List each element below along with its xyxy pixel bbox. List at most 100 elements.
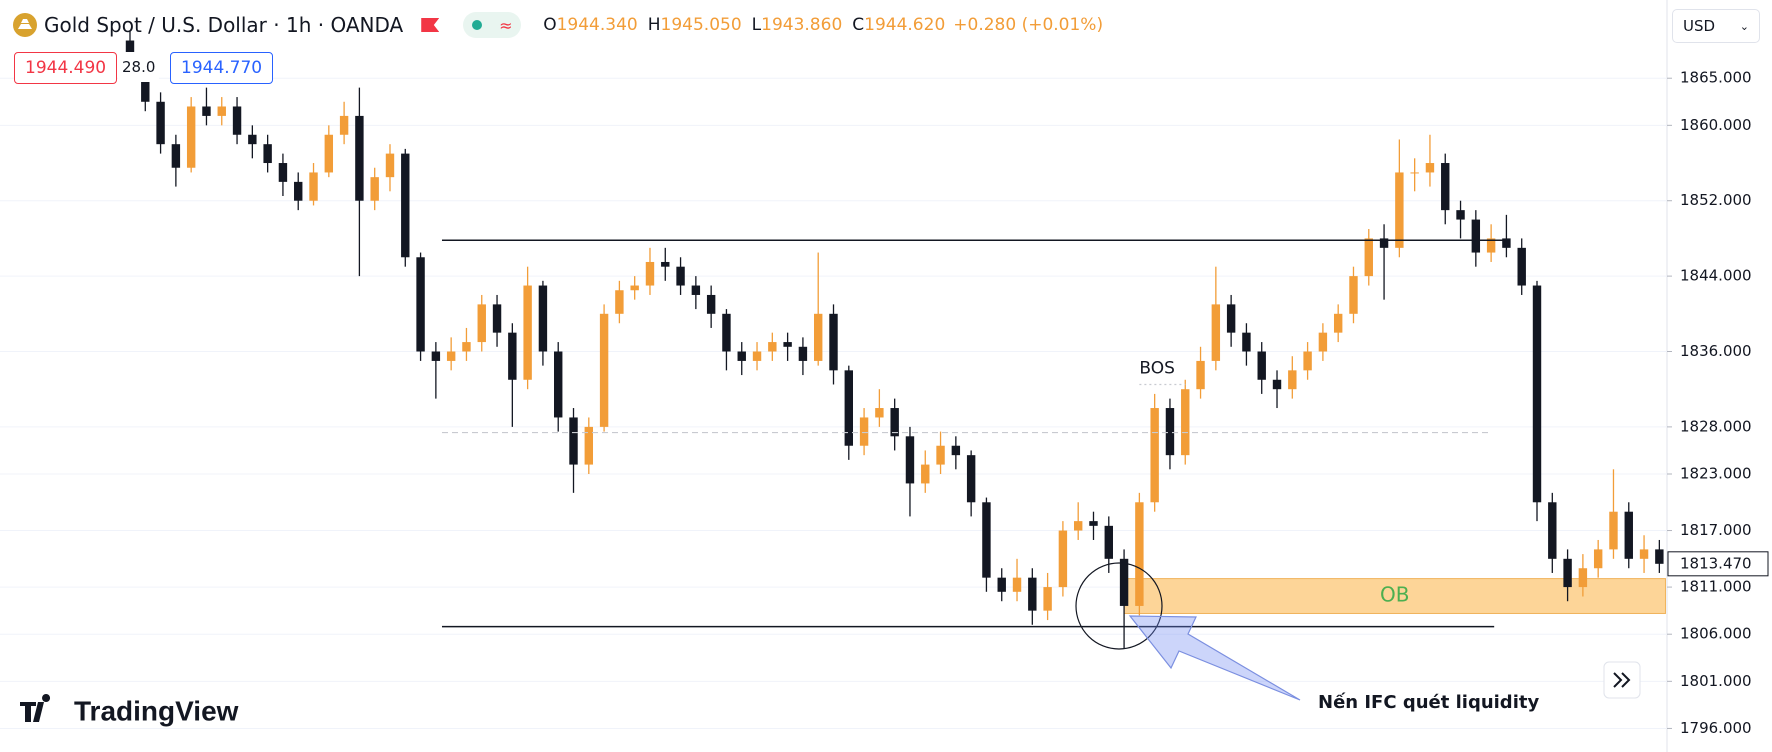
currency-select[interactable]: USD ⌄ [1672, 9, 1760, 43]
candle-body [661, 261, 670, 267]
ask[interactable]: 1944.770 [170, 52, 274, 84]
y-tick-label: 1836.000 [1680, 342, 1752, 360]
candle-body [232, 106, 242, 135]
y-tick-label: 1806.000 [1680, 625, 1752, 643]
symbol-title: Gold Spot / U.S. Dollar · 1h · OANDA [44, 13, 404, 37]
candle-body [355, 115, 364, 201]
candle-body [1028, 577, 1037, 611]
candle-body [171, 144, 181, 168]
candle-body [798, 346, 808, 361]
candle-body [706, 294, 716, 314]
candle-body [1624, 511, 1633, 559]
y-tick-label: 1860.000 [1680, 116, 1752, 134]
candle-body [1119, 558, 1129, 606]
branding: TradingView [20, 694, 239, 726]
candle-body [1150, 408, 1159, 503]
candle-body [1181, 389, 1190, 456]
candle-body [1318, 332, 1328, 352]
bid[interactable]: 1944.490 [14, 52, 118, 84]
candle-body [554, 351, 563, 418]
candle-body [1242, 332, 1251, 352]
candle-body [263, 144, 272, 164]
candle-body [997, 577, 1006, 592]
ohlc-item: O1944.340 [543, 15, 638, 35]
candle-body [431, 351, 441, 361]
candle-body [676, 266, 685, 286]
candle-body [982, 502, 991, 578]
candle-body [1257, 351, 1266, 380]
status-pill: ≈ [463, 12, 522, 38]
candle-body [1410, 172, 1419, 174]
candle-body [1349, 276, 1358, 314]
candle-body [339, 115, 349, 135]
currency: USD [1683, 17, 1716, 35]
candle-body [630, 285, 639, 291]
candle-body [905, 436, 915, 484]
ohlc-item: L1943.860 [752, 15, 843, 35]
candle-body [951, 445, 961, 456]
ohlc-label: O [543, 15, 557, 35]
last-price-label: 1813.470 [1680, 554, 1752, 572]
candle-body [1135, 502, 1144, 606]
arrow [1128, 615, 1301, 701]
candle-body [814, 313, 823, 361]
candle-body [1379, 238, 1389, 248]
candle-body [1578, 568, 1588, 588]
candle-body [584, 426, 594, 465]
candle-body [1441, 163, 1450, 211]
last-price-box [1667, 551, 1769, 577]
price-axis: 1865.000 1860.000 1852.000 1844.000 1836.000… [1667, 69, 1769, 737]
candle-body [1333, 313, 1343, 333]
grid [0, 77, 1667, 729]
candle-body [1043, 587, 1052, 611]
candle-body [370, 177, 379, 201]
candle-body [324, 134, 334, 173]
candle-body [1532, 285, 1542, 503]
ohlc-label: C [852, 15, 865, 35]
candle-body [416, 257, 425, 352]
candle-body [508, 332, 517, 380]
candle-body [645, 261, 655, 286]
candle-body [294, 181, 303, 201]
ohlc-label: H [647, 15, 661, 35]
candle-body [1502, 238, 1511, 248]
candle-body [1089, 521, 1098, 526]
candle-body [1104, 525, 1113, 559]
y-tick-label: 1817.000 [1680, 521, 1752, 539]
y-tick-label: 1852.000 [1680, 191, 1752, 209]
candle-body [829, 313, 838, 371]
candle-body [1639, 549, 1649, 559]
change: +0.280 (+0.01%) [953, 15, 1104, 35]
candle-body [691, 285, 701, 295]
candle-body [1165, 408, 1175, 456]
header: Gold Spot / U.S. Dollar · 1h · OANDA ≈ O… [12, 10, 1103, 40]
ohlc-label: L [751, 15, 762, 35]
candle-body [141, 68, 150, 102]
spread: 28.0 [118, 52, 160, 82]
candle-body [569, 417, 578, 465]
candle-body [1395, 172, 1404, 248]
candle-body [202, 106, 211, 116]
flag[interactable] [421, 18, 440, 32]
plot: OB BOS [125, 31, 1666, 649]
candle-body [385, 153, 395, 178]
logo-text: TradingView [74, 695, 239, 726]
candle-body [1548, 502, 1557, 559]
candle-body [875, 408, 884, 418]
candle-body [1058, 530, 1068, 588]
candle-body [1655, 549, 1664, 564]
candle-body [1609, 511, 1618, 550]
y-tick-label: 1796.000 [1680, 719, 1752, 737]
candle-body [1272, 379, 1282, 390]
candle-body [890, 408, 899, 437]
ohlc: O1944.340 H1945.050 L1943.860 C1944.620 [543, 15, 945, 35]
candle-body [752, 351, 762, 361]
candle-body [1563, 558, 1572, 588]
candle-body [599, 313, 609, 427]
candle-body [1211, 304, 1221, 361]
candle-body [936, 445, 945, 465]
y-tick-label: 1823.000 [1680, 465, 1752, 483]
y-tick-label: 1811.000 [1680, 578, 1752, 596]
candle-body [844, 370, 853, 446]
